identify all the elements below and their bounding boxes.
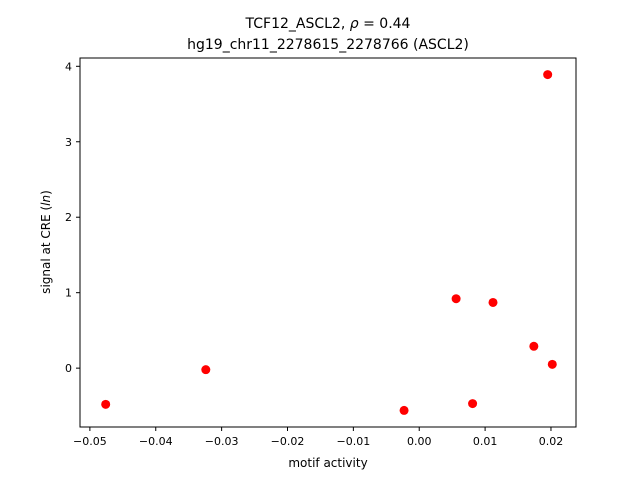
data-point (101, 399, 111, 409)
y-tick-label: 0 (65, 362, 72, 375)
x-tick-label: −0.01 (337, 435, 371, 448)
y-tick-label: 2 (65, 211, 72, 224)
x-tick-label: −0.03 (205, 435, 239, 448)
data-point (451, 294, 461, 304)
y-tick-label: 3 (65, 136, 72, 149)
data-point (529, 341, 539, 351)
x-tick-label: −0.05 (73, 435, 107, 448)
data-point (201, 365, 211, 375)
chart-title-line2: hg19_chr11_2278615_2278766 (ASCL2) (187, 37, 469, 53)
x-tick-label: 0.00 (407, 435, 432, 448)
data-point (543, 70, 553, 80)
y-tick-label: 4 (65, 60, 72, 73)
data-point (488, 297, 498, 307)
x-axis-label: motif activity (288, 456, 367, 470)
plot-frame (79, 57, 577, 428)
x-tick-label: 0.01 (473, 435, 498, 448)
y-axis-label: signal at CRE (ln) (39, 190, 53, 294)
x-tick-label: −0.02 (271, 435, 305, 448)
data-point (547, 359, 557, 369)
x-tick-label: 0.02 (539, 435, 564, 448)
chart-title-line1: TCF12_ASCL2, ρ = 0.44 (245, 16, 411, 32)
data-point (468, 399, 478, 409)
y-tick-label: 1 (65, 287, 72, 300)
plot-area: −0.05 −0.04 −0.03 −0.02 −0.01 0.00 0.01 0.02 0 1 2… (65, 60, 563, 448)
data-point (399, 405, 409, 415)
x-tick-label: −0.04 (139, 435, 173, 448)
